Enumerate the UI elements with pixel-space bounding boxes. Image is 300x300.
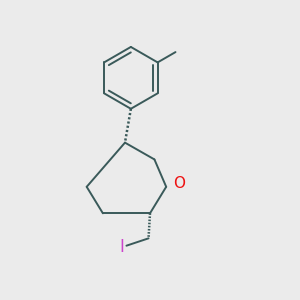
Text: I: I [119,238,124,256]
Text: O: O [173,176,185,191]
